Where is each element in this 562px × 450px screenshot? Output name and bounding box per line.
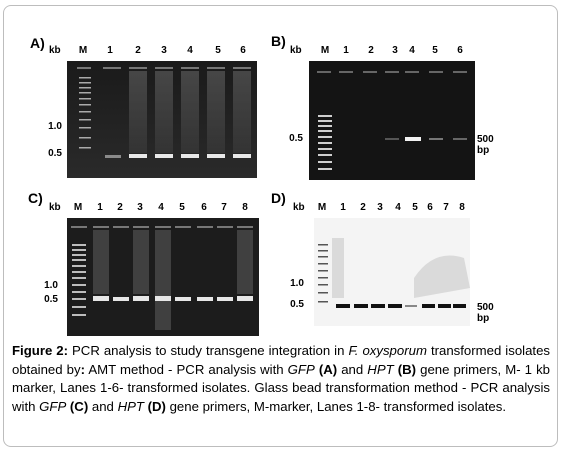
panel-c-lane-5: 5 — [179, 202, 185, 213]
panel-b-lane-6: 6 — [457, 45, 463, 56]
panel-b-lane-5: 5 — [432, 45, 438, 56]
panel-d-lane-5: 5 — [412, 202, 418, 213]
panel-b-lane-3: 3 — [392, 45, 398, 56]
panel-b-size-05: 0.5 — [289, 133, 303, 144]
caption-text-1: PCR analysis to study transgene integrat… — [68, 343, 349, 358]
panel-a-size-1: 1.0 — [48, 121, 62, 132]
panel-a-size-05: 0.5 — [48, 148, 62, 159]
gel-image-c — [67, 218, 259, 336]
panel-d-lane-1: 1 — [340, 202, 346, 213]
caption-hpt-1: HPT — [367, 361, 394, 377]
panel-a-lane-2: 2 — [135, 45, 141, 56]
panel-d-size-1: 1.0 — [290, 278, 304, 289]
panel-a-lane-m: M — [78, 45, 88, 56]
panel-c-lane-7: 7 — [221, 202, 227, 213]
panel-d-size-05: 0.5 — [290, 299, 304, 310]
panel-a-lane-5: 5 — [215, 45, 221, 56]
panel-b-lane-1: 1 — [343, 45, 349, 56]
caption-text-4: and — [337, 361, 368, 377]
panel-d-lane-8: 8 — [459, 202, 465, 213]
gel-image-b — [309, 61, 475, 180]
caption-gfp-1: GFP — [287, 361, 315, 377]
panel-a-lane-4: 4 — [187, 45, 193, 56]
caption-figure-label: Figure 2: — [12, 343, 69, 358]
panel-d-kb: kb — [293, 202, 305, 213]
panel-b-label: B) — [271, 33, 286, 49]
caption-gfp-2: GFP — [39, 398, 67, 414]
panel-d-lane-6: 6 — [427, 202, 433, 213]
caption-ref-a: (A) — [318, 361, 338, 377]
caption-colon: : — [80, 361, 85, 377]
panel-a-label: A) — [30, 35, 45, 51]
panel-c-lane-1: 1 — [97, 202, 103, 213]
figure-caption: Figure 2: PCR analysis to study transgen… — [12, 342, 550, 416]
caption-ref-b: (B) — [397, 361, 417, 377]
panel-d-lane-4: 4 — [395, 202, 401, 213]
panel-d-band-label: 500 bp — [477, 302, 494, 324]
caption-hpt-2: HPT — [117, 398, 144, 414]
panel-d-lane-2: 2 — [360, 202, 366, 213]
caption-ref-d: (D) — [147, 398, 166, 414]
panel-b-lane-m: M — [320, 45, 330, 56]
caption-species: F. oxysporum — [348, 343, 427, 358]
panel-d-lane-3: 3 — [377, 202, 383, 213]
panel-d-label: D) — [271, 190, 286, 206]
panel-b-kb: kb — [290, 45, 302, 56]
panel-c-lane-8: 8 — [242, 202, 248, 213]
caption-text-7: gene primers, M-marker, Lanes 1-8- trans… — [165, 398, 506, 414]
panel-a-kb: kb — [49, 45, 61, 56]
panel-c-lane-6: 6 — [201, 202, 207, 213]
panel-c-lane-m: M — [73, 202, 83, 213]
panel-a-lane-1: 1 — [107, 45, 113, 56]
panel-a-lane-6: 6 — [240, 45, 246, 56]
panel-b-lane-2: 2 — [368, 45, 374, 56]
panel-c-kb: kb — [49, 202, 61, 213]
caption-ref-c: (C) — [69, 398, 89, 414]
caption-text-5: gene primers, M- 1 kb marker, Lanes 1-6-… — [12, 361, 550, 414]
gel-image-d — [314, 218, 470, 326]
panel-c-size-05: 0.5 — [44, 294, 58, 305]
panel-d-lane-m: M — [317, 202, 327, 213]
panel-c-lane-3: 3 — [137, 202, 143, 213]
panel-d-lane-7: 7 — [443, 202, 449, 213]
panel-c-lane-2: 2 — [117, 202, 123, 213]
caption-text-2: transformed isolates obtained by — [12, 343, 551, 377]
caption-text-6: and — [88, 398, 118, 414]
panel-a-lane-3: 3 — [161, 45, 167, 56]
panel-b-lane-4: 4 — [409, 45, 415, 56]
panel-b-band-label: 500 bp — [477, 134, 494, 156]
gel-image-a — [67, 61, 257, 178]
panel-c-size-1: 1.0 — [44, 280, 58, 291]
caption-text-3: AMT method - PCR analysis with — [85, 361, 288, 377]
panel-c-lane-4: 4 — [158, 202, 164, 213]
panel-c-label: C) — [28, 190, 43, 206]
